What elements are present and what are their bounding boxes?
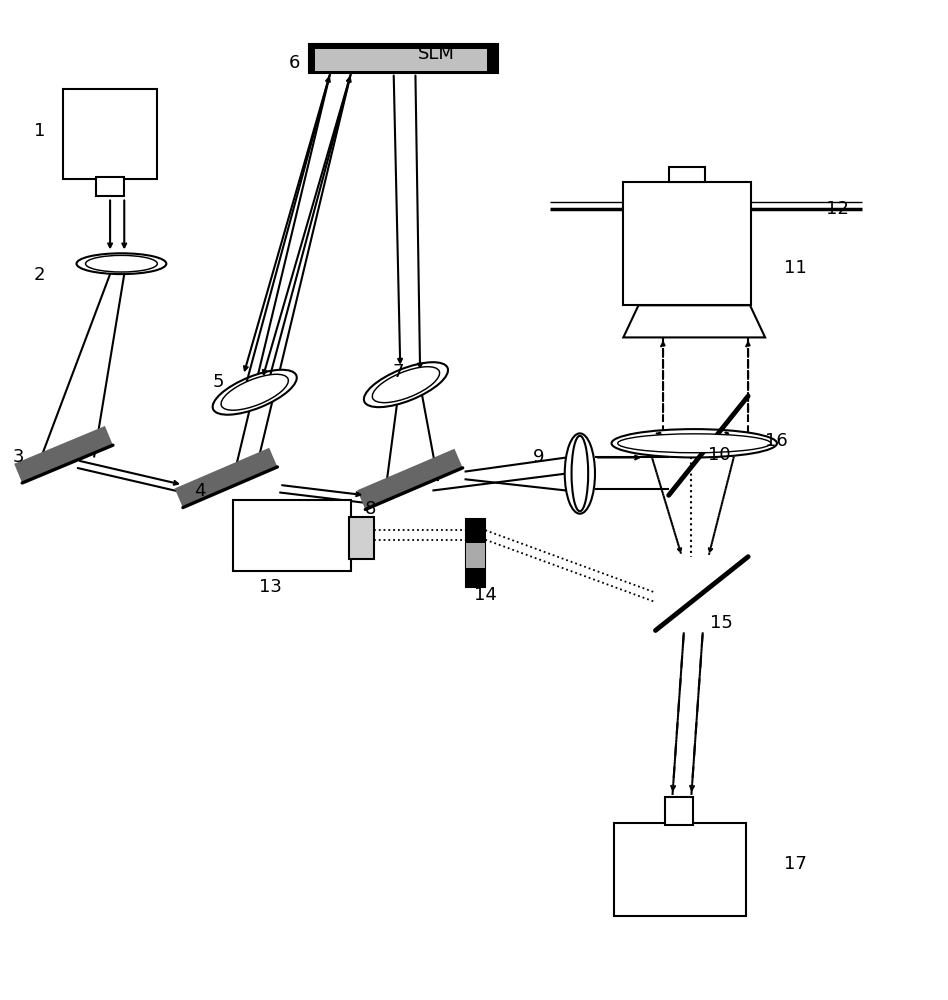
Bar bbox=[466, 519, 485, 587]
Text: 8: 8 bbox=[364, 500, 375, 518]
Text: 5: 5 bbox=[213, 373, 225, 391]
Ellipse shape bbox=[572, 436, 588, 511]
Bar bbox=[315, 49, 487, 71]
Polygon shape bbox=[174, 448, 278, 508]
Bar bbox=[63, 89, 157, 179]
Ellipse shape bbox=[611, 429, 777, 457]
Ellipse shape bbox=[77, 253, 166, 274]
Bar bbox=[624, 182, 751, 305]
Ellipse shape bbox=[364, 362, 448, 407]
Text: 10: 10 bbox=[708, 446, 731, 464]
Bar bbox=[96, 177, 124, 196]
Ellipse shape bbox=[373, 367, 440, 403]
Polygon shape bbox=[14, 426, 113, 483]
Text: 15: 15 bbox=[710, 614, 733, 632]
Bar bbox=[309, 44, 498, 73]
Polygon shape bbox=[624, 305, 765, 337]
Text: SLM: SLM bbox=[418, 45, 455, 63]
Text: 16: 16 bbox=[765, 432, 788, 450]
Text: 1: 1 bbox=[33, 122, 45, 140]
Text: 3: 3 bbox=[12, 448, 24, 466]
Ellipse shape bbox=[212, 370, 297, 415]
Ellipse shape bbox=[221, 374, 288, 410]
Text: 11: 11 bbox=[784, 259, 807, 277]
Bar bbox=[665, 797, 693, 825]
Text: 2: 2 bbox=[33, 266, 45, 284]
Text: 12: 12 bbox=[827, 200, 849, 218]
Text: 9: 9 bbox=[533, 448, 544, 466]
Polygon shape bbox=[357, 449, 463, 509]
Text: 14: 14 bbox=[474, 586, 497, 604]
Bar bbox=[233, 500, 351, 571]
Ellipse shape bbox=[618, 434, 771, 453]
Text: 7: 7 bbox=[392, 363, 404, 381]
Ellipse shape bbox=[85, 255, 157, 272]
Bar bbox=[349, 517, 374, 559]
Bar bbox=[614, 823, 746, 916]
Bar bbox=[466, 543, 485, 568]
Text: 17: 17 bbox=[784, 855, 807, 873]
Text: 13: 13 bbox=[260, 578, 283, 596]
Text: 4: 4 bbox=[194, 482, 206, 500]
Bar bbox=[668, 167, 704, 182]
Text: 6: 6 bbox=[289, 54, 301, 72]
Ellipse shape bbox=[565, 433, 595, 514]
